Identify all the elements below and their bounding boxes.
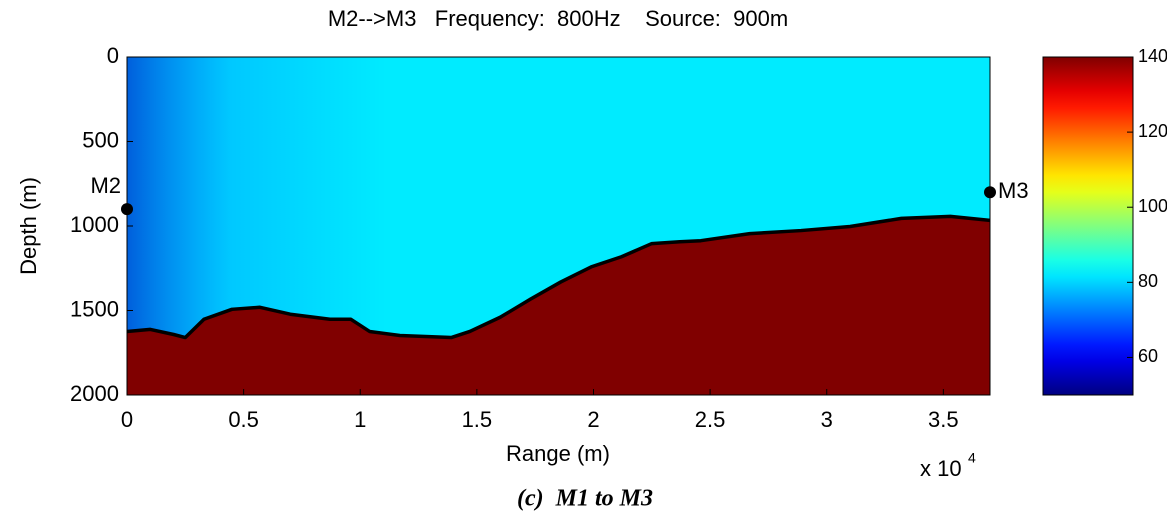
- x-tick-label: 1: [354, 407, 366, 432]
- chart-title: M2-->M3 Frequency: 800Hz Source: 900m: [328, 6, 788, 31]
- y-tick-label: 500: [82, 127, 119, 152]
- x-axis-label: Range (m): [506, 441, 610, 466]
- x-tick-label: 0: [121, 407, 133, 432]
- colorbar-tick-label: 100: [1138, 196, 1167, 216]
- colorbar: [1042, 56, 1134, 396]
- x-tick-label: 2.5: [695, 407, 726, 432]
- bathymetry-line: [127, 214, 990, 340]
- y-axis-label: Depth (m): [16, 177, 41, 275]
- y-tick-label: 1500: [70, 296, 119, 321]
- x-tick-label: 2: [587, 407, 599, 432]
- y-tick-label: 0: [107, 43, 119, 68]
- caption: (c) M1 to M3: [517, 486, 653, 512]
- seabed-field: [127, 216, 990, 395]
- x-tick-label: 1.5: [462, 407, 493, 432]
- x-multiplier-exponent: 4: [968, 450, 976, 466]
- colorbar-tick-label: 60: [1138, 346, 1158, 366]
- station-point: [121, 203, 133, 216]
- station-point: [984, 186, 996, 199]
- x-tick-label: 3.5: [928, 407, 959, 432]
- plot-area: [127, 57, 990, 395]
- y-tick-label: 1000: [70, 212, 119, 237]
- station-label: M2: [90, 173, 121, 198]
- colorbar-tick-label: 80: [1138, 271, 1158, 291]
- x-multiplier: x 10: [920, 456, 962, 481]
- y-tick-label: 2000: [70, 381, 119, 406]
- station-label: M3: [998, 178, 1029, 203]
- x-tick-label: 3: [821, 407, 833, 432]
- overlay: 0 0.5 1 1.5 2 2.5 3 3.5 0 500 1000 1500 2000 M2 M3 60 80…: [70, 43, 1167, 432]
- x-tick-label: 0.5: [228, 407, 259, 432]
- colorbar-tick-label: 140: [1138, 46, 1167, 66]
- colorbar-tick-label: 120: [1138, 121, 1167, 141]
